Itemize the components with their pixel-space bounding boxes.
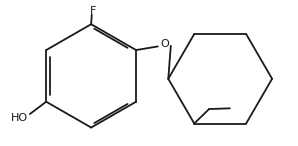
Text: HO: HO — [11, 113, 28, 123]
Text: F: F — [89, 6, 96, 16]
Text: O: O — [160, 39, 169, 49]
